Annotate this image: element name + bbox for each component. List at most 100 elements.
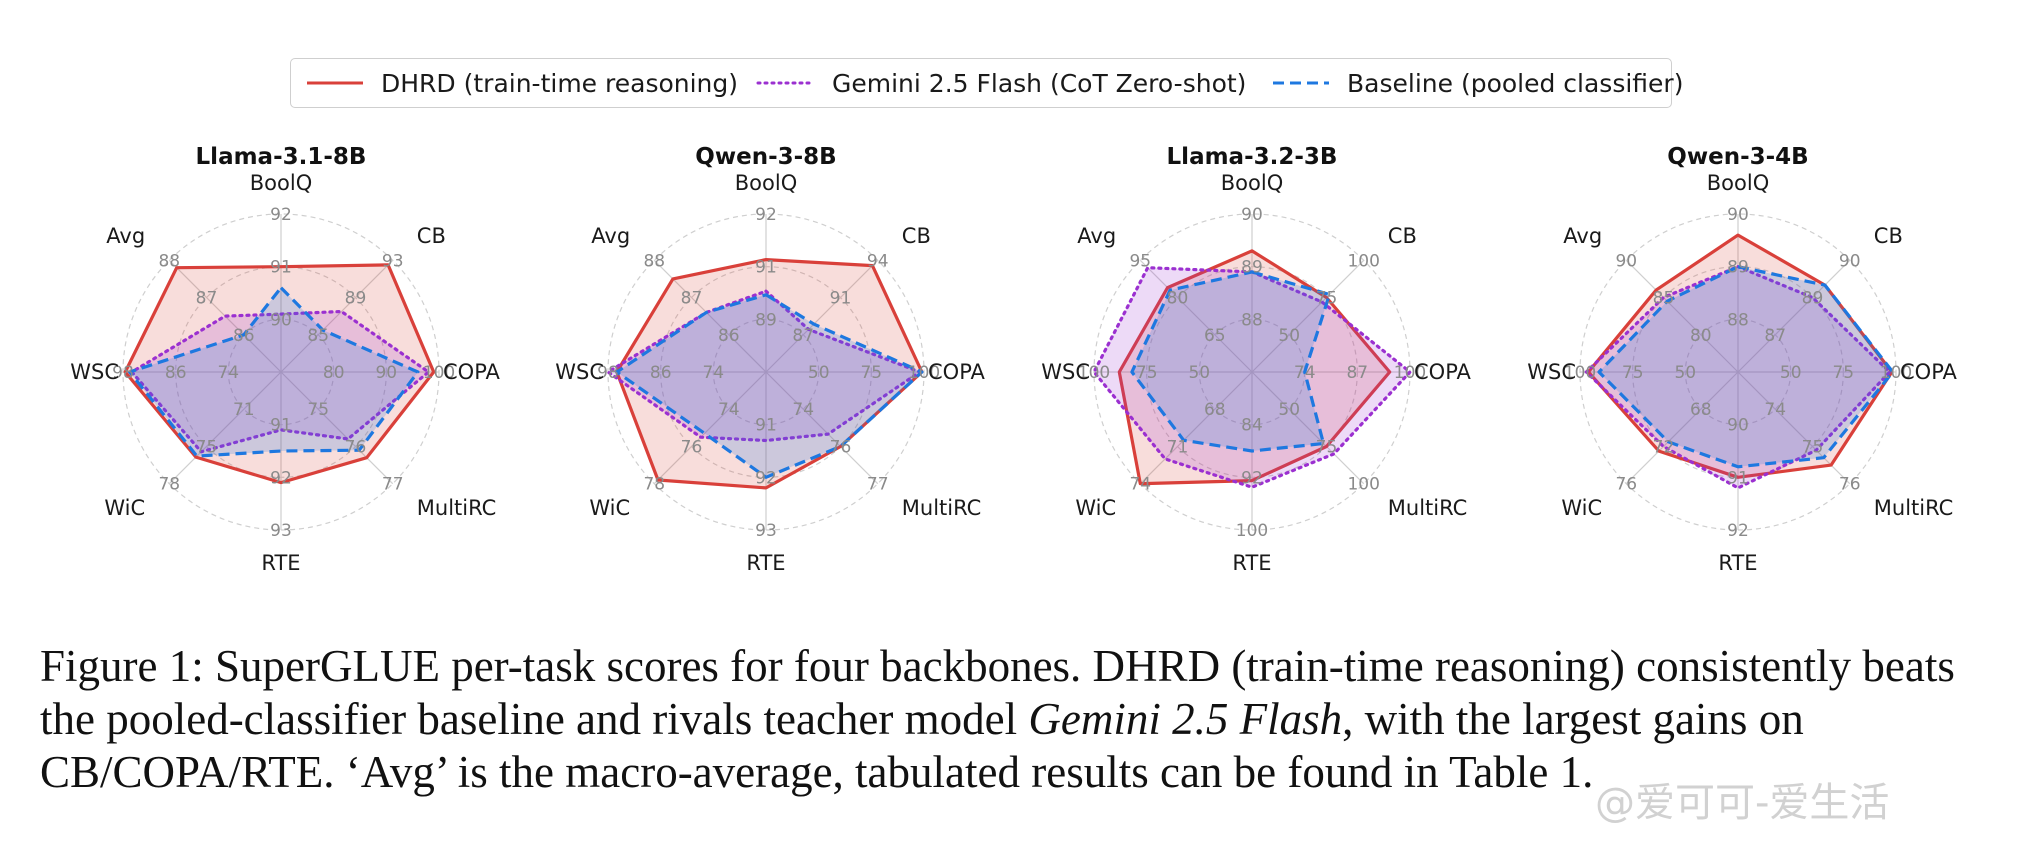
tick-label: 74 [1129, 475, 1151, 495]
axis-label-multirc: MultiRC [902, 496, 982, 520]
tick-label: 74 [1764, 400, 1786, 420]
tick-label: 91 [755, 416, 777, 436]
series-polygon-0 [1117, 249, 1392, 486]
axis-label-boolq: BoolQ [250, 171, 312, 195]
tick-label: 94 [867, 251, 889, 271]
axis-spoke [1139, 371, 1253, 485]
tick-label: 75 [1136, 363, 1158, 383]
axis-spoke [1251, 371, 1365, 485]
tick-label: 100 [1347, 475, 1379, 495]
tick-label: 50 [1780, 363, 1802, 383]
tick-label: 92 [1727, 521, 1749, 541]
tick-label: 74 [702, 363, 724, 383]
tick-label: 88 [1727, 310, 1749, 330]
series-polygon-1 [130, 309, 431, 454]
chart-title: Qwen-3-8B [695, 144, 836, 170]
tick-label: 85 [307, 326, 329, 346]
tick-label: 93 [270, 521, 292, 541]
legend-line-dhrd [307, 81, 363, 85]
tick-label: 50 [1278, 326, 1300, 346]
tick-label: 76 [830, 438, 852, 458]
tick-label: 90 [270, 310, 292, 330]
tick-label: 78 [158, 475, 180, 495]
axis-label-wsc: WSC [1041, 360, 1090, 384]
axis-label-wic: WiC [1075, 496, 1116, 520]
tick-label: 100 [1078, 363, 1110, 383]
legend-line-baseline [1273, 81, 1329, 85]
axis-label-copa: COPA [1414, 360, 1472, 384]
axis-label-wsc: WSC [70, 360, 119, 384]
tick-label: 87 [1764, 326, 1786, 346]
legend-line-gemini [756, 81, 816, 85]
tick-label: 68 [1204, 400, 1226, 420]
tick-label: 72 [1653, 438, 1675, 458]
tick-label: 75 [196, 438, 218, 458]
legend-label-gemini: Gemini 2.5 Flash (CoT Zero-shot) [832, 68, 1247, 98]
axis-label-rte: RTE [261, 551, 300, 575]
axis-spoke [1251, 259, 1365, 373]
tick-label: 84 [1241, 416, 1263, 436]
tick-label: 90 [375, 363, 397, 383]
tick-label: 93 [382, 251, 404, 271]
series-polygon-2 [128, 286, 420, 458]
axis-label-wic: WiC [104, 496, 145, 520]
axis-label-rte: RTE [1232, 551, 1271, 575]
tick-label: 100 [1347, 251, 1379, 271]
tick-label: 89 [1727, 258, 1749, 278]
axis-label-rte: RTE [746, 551, 785, 575]
tick-label: 78 [643, 475, 665, 495]
axis-label-cb: CB [902, 224, 931, 248]
tick-label: 90 [1839, 251, 1861, 271]
axis-label-rte: RTE [1718, 551, 1757, 575]
tick-label: 74 [217, 363, 239, 383]
tick-label: 85 [1653, 289, 1675, 309]
tick-label: 91 [270, 258, 292, 278]
tick-label: 88 [643, 251, 665, 271]
tick-label: 100 [908, 363, 940, 383]
axis-label-avg: Avg [106, 224, 145, 248]
legend-item-gemini: Gemini 2.5 Flash (CoT Zero-shot) [756, 59, 1246, 107]
tick-label: 89 [1241, 258, 1263, 278]
radar-chart-1: 89 91 92 87 91 94 50 75 100 74 76 77 91 92 93 74 76 78 74 8… [555, 144, 985, 575]
axis-label-avg: Avg [1077, 224, 1116, 248]
tick-label: 74 [1294, 363, 1316, 383]
series-polygon-1 [1092, 266, 1412, 489]
tick-label: 68 [1690, 400, 1712, 420]
tick-label: 89 [755, 310, 777, 330]
axis-label-boolq: BoolQ [1707, 171, 1769, 195]
tick-label: 100 [1394, 363, 1426, 383]
series-polygon-2 [1597, 265, 1895, 469]
axis-spoke [168, 371, 282, 485]
series-polygon-2 [1130, 270, 1332, 453]
tick-label: 100 [1564, 363, 1596, 383]
tick-label: 74 [792, 400, 814, 420]
tick-label: 89 [1802, 289, 1824, 309]
tick-label: 87 [681, 289, 703, 309]
tick-label: 76 [1839, 475, 1861, 495]
chart-legend: DHRD (train-time reasoning) Gemini 2.5 F… [290, 58, 1683, 108]
tick-label: 75 [1832, 363, 1854, 383]
tick-label: 80 [1690, 326, 1712, 346]
tick-label: 76 [345, 438, 367, 458]
tick-label: 92 [755, 205, 777, 225]
tick-label: 71 [1167, 438, 1189, 458]
tick-label: 65 [1204, 326, 1226, 346]
series-polygon-0 [615, 258, 924, 490]
tick-label: 88 [1241, 310, 1263, 330]
tick-label: 74 [718, 400, 740, 420]
tick-label: 75 [1316, 438, 1338, 458]
tick-label: 90 [1727, 416, 1749, 436]
chart-title: Llama-3.1-8B [196, 144, 367, 170]
tick-label: 91 [270, 416, 292, 436]
watermark: @爱可可-爱生活 [1595, 780, 1890, 826]
tick-label: 71 [233, 400, 255, 420]
axis-label-wic: WiC [589, 496, 630, 520]
axis-spoke [280, 371, 394, 485]
tick-label: 75 [1622, 363, 1644, 383]
tick-label: 87 [1346, 363, 1368, 383]
figure-caption: Figure 1: SuperGLUE per-task scores for … [40, 640, 2000, 799]
tick-label: 50 [1278, 400, 1300, 420]
tick-label: 100 [1236, 521, 1268, 541]
tick-label: 86 [233, 326, 255, 346]
